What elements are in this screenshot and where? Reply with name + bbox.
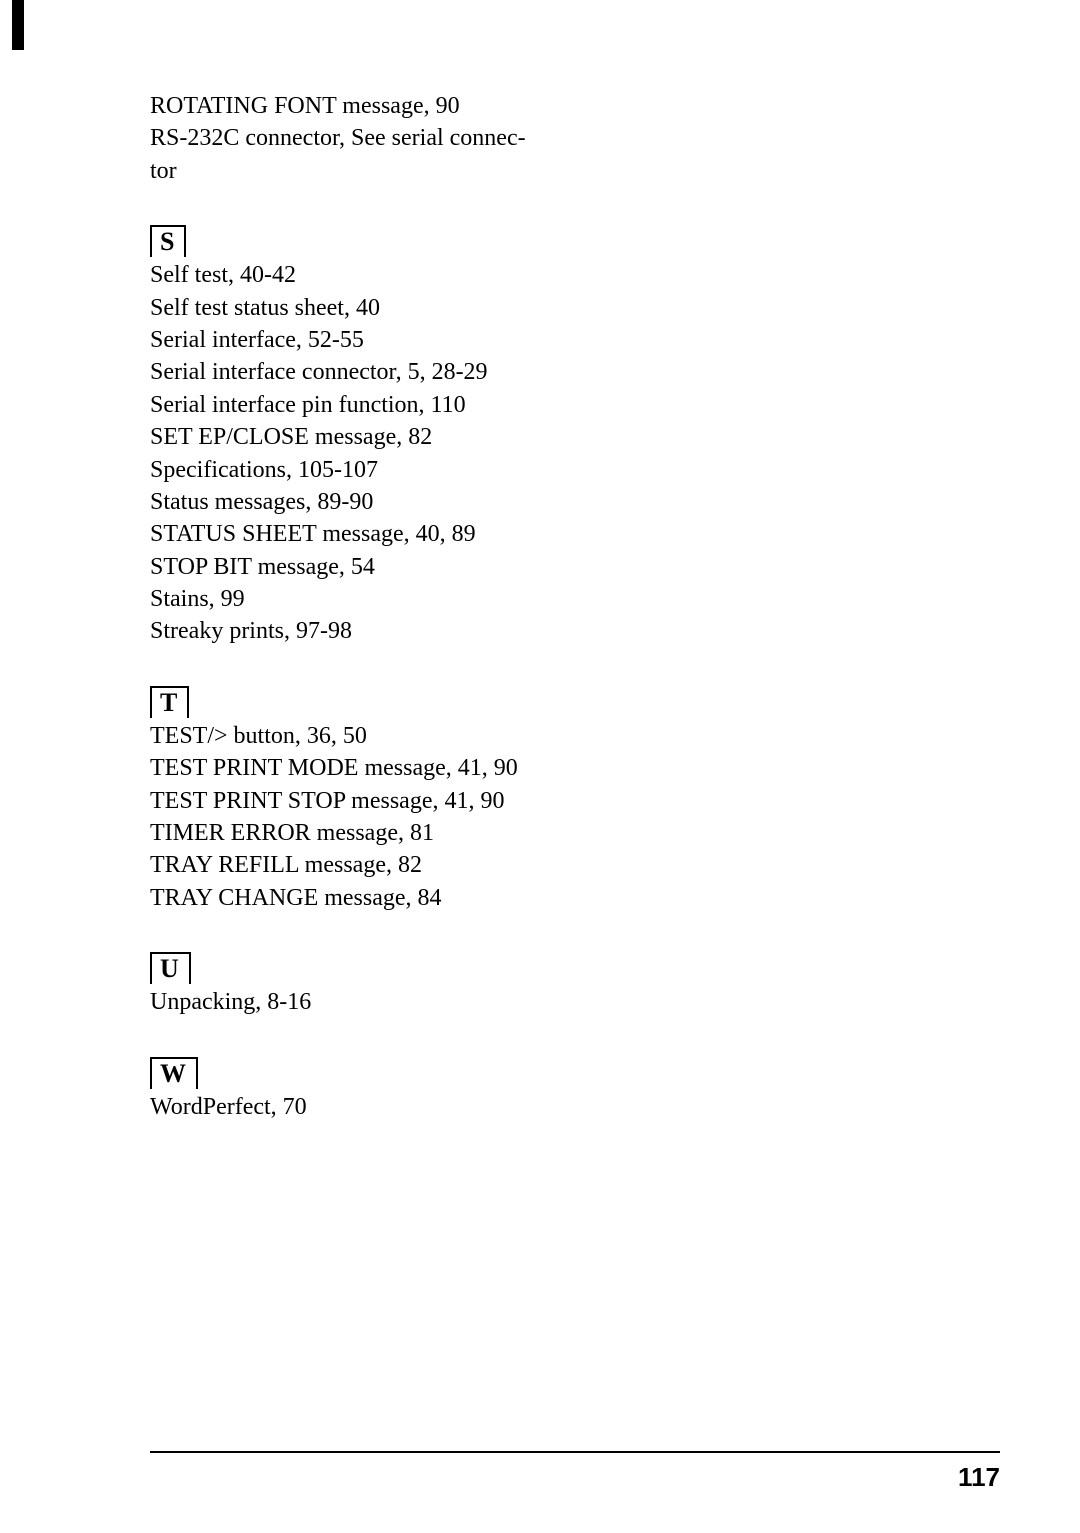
index-entry: STOP BIT message, 54 bbox=[150, 551, 930, 583]
section-w: W bbox=[150, 1037, 930, 1091]
index-entry: Status messages, 89-90 bbox=[150, 486, 930, 518]
top-entries-block: ROTATING FONT message, 90 RS-232C connec… bbox=[150, 90, 930, 187]
index-entry: TEST PRINT STOP message, 41, 90 bbox=[150, 785, 930, 817]
section-t: T bbox=[150, 666, 930, 720]
index-entry: Serial interface connector, 5, 28-29 bbox=[150, 356, 930, 388]
index-entry: TIMER ERROR message, 81 bbox=[150, 817, 930, 849]
index-entry: STATUS SHEET message, 40, 89 bbox=[150, 518, 930, 550]
section-letter-t: T bbox=[150, 686, 189, 718]
index-entry: Streaky prints, 97-98 bbox=[150, 615, 930, 647]
left-edge-mark bbox=[12, 0, 24, 50]
index-entry: RS-232C connector, See serial connec- bbox=[150, 122, 930, 154]
page-number: 117 bbox=[958, 1462, 1000, 1493]
index-entry: tor bbox=[150, 155, 930, 187]
section-w-entries: WordPerfect, 70 bbox=[150, 1091, 930, 1123]
index-entry: Unpacking, 8-16 bbox=[150, 986, 930, 1018]
section-s-entries: Self test, 40-42 Self test status sheet,… bbox=[150, 259, 930, 648]
index-entry: Stains, 99 bbox=[150, 583, 930, 615]
section-letter-w: W bbox=[150, 1057, 198, 1089]
index-entry: Serial interface, 52-55 bbox=[150, 324, 930, 356]
section-s: S bbox=[150, 205, 930, 259]
section-letter-u: U bbox=[150, 952, 191, 984]
section-letter-s: S bbox=[150, 225, 186, 257]
section-u: U bbox=[150, 932, 930, 986]
index-entry: Specifications, 105-107 bbox=[150, 454, 930, 486]
index-entry: Self test, 40-42 bbox=[150, 259, 930, 291]
index-entry: Self test status sheet, 40 bbox=[150, 292, 930, 324]
index-entry: Serial interface pin function, 110 bbox=[150, 389, 930, 421]
index-entry: TRAY REFILL message, 82 bbox=[150, 849, 930, 881]
index-entry: SET EP/CLOSE message, 82 bbox=[150, 421, 930, 453]
index-entry: TEST PRINT MODE message, 41, 90 bbox=[150, 752, 930, 784]
footer-divider bbox=[150, 1451, 1000, 1453]
index-entry: WordPerfect, 70 bbox=[150, 1091, 930, 1123]
index-entry: TEST/> button, 36, 50 bbox=[150, 720, 930, 752]
section-t-entries: TEST/> button, 36, 50 TEST PRINT MODE me… bbox=[150, 720, 930, 914]
index-entry: TRAY CHANGE message, 84 bbox=[150, 882, 930, 914]
section-u-entries: Unpacking, 8-16 bbox=[150, 986, 930, 1018]
index-entry: ROTATING FONT message, 90 bbox=[150, 90, 930, 122]
